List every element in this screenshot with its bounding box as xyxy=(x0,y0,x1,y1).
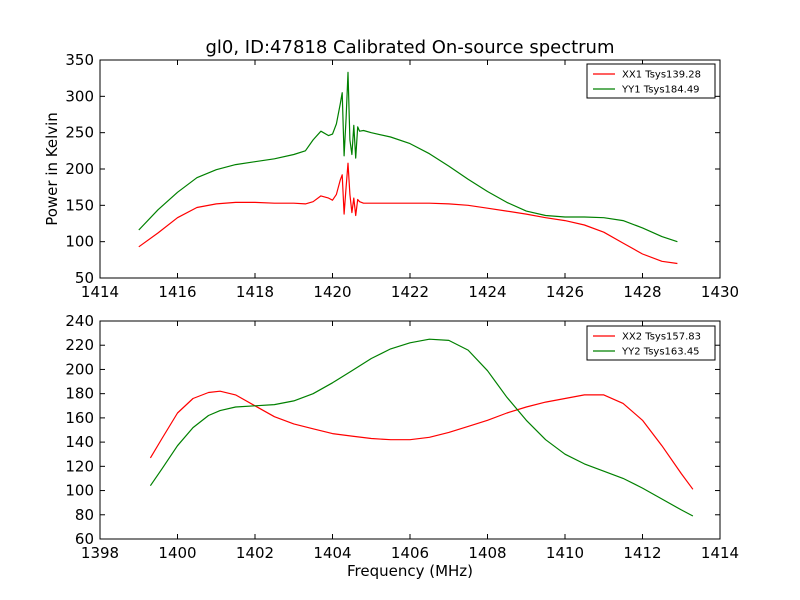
series-line-yy1 xyxy=(138,71,678,243)
series-line-xx2 xyxy=(149,390,694,490)
y-tick-label: 240 xyxy=(65,312,94,330)
x-tick-label: 1414 xyxy=(701,544,739,562)
x-tick-label: 1402 xyxy=(236,544,274,562)
y-tick-label: 100 xyxy=(65,233,94,251)
x-tick-label: 1418 xyxy=(236,283,274,301)
y-tick-label: 120 xyxy=(65,457,94,475)
y-tick-label: 140 xyxy=(65,433,94,451)
y-tick-label: 50 xyxy=(75,269,94,287)
top-panel: 1414 1416 1418 1420 1422 1424 1426 1428 1430 50 10… xyxy=(65,51,739,301)
x-tick-label: 1424 xyxy=(468,283,506,301)
x-tick-label: 1420 xyxy=(313,283,351,301)
x-tick-label: 1412 xyxy=(623,544,661,562)
x-tick-label: 1406 xyxy=(391,544,429,562)
x-tick-label: 1400 xyxy=(158,544,196,562)
series-line-xx1 xyxy=(138,162,678,265)
x-tick-label: 1430 xyxy=(701,283,739,301)
y-tick-label: 300 xyxy=(65,87,94,105)
legend-entry: XX2 Tsys157.83 xyxy=(622,332,701,343)
x-tick-label: 1426 xyxy=(546,283,584,301)
legend: XX2 Tsys157.83 YY2 Tsys163.45 xyxy=(586,325,716,361)
x-tick-label: 1416 xyxy=(158,283,196,301)
legend-box xyxy=(586,63,716,99)
y-tick-label: 160 xyxy=(65,409,94,427)
series-line-yy2 xyxy=(149,338,694,517)
bottom-panel: 1398 1400 1402 1404 1406 1408 1410 1412 1414 60 80… xyxy=(65,312,739,562)
x-tick-label: 1410 xyxy=(546,544,584,562)
legend-box xyxy=(586,325,716,361)
y-tick-label: 180 xyxy=(65,385,94,403)
x-tick-label: 1408 xyxy=(468,544,506,562)
y-tick-label: 100 xyxy=(65,482,94,500)
figure-title: gl0, ID:47818 Calibrated On-source spect… xyxy=(205,37,614,58)
y-tick-label: 150 xyxy=(65,196,94,214)
y-tick-label: 250 xyxy=(65,124,94,142)
x-tick-label: 1414 xyxy=(81,283,119,301)
y-tick-label: 220 xyxy=(65,336,94,354)
legend-entry: YY1 Tsys184.49 xyxy=(621,85,700,96)
x-axis-label: Frequency (MHz) xyxy=(347,562,473,580)
x-tick-label: 1428 xyxy=(623,283,661,301)
legend: XX1 Tsys139.28 YY1 Tsys184.49 xyxy=(586,63,716,99)
y-tick-label: 200 xyxy=(65,160,94,178)
x-tick-label: 1398 xyxy=(81,544,119,562)
legend-entry: YY2 Tsys163.45 xyxy=(621,347,700,358)
legend-entry: XX1 Tsys139.28 xyxy=(622,70,701,81)
y-axis-label: Power in Kelvin xyxy=(43,112,61,226)
y-tick-label: 60 xyxy=(75,530,94,548)
y-tick-label: 350 xyxy=(65,51,94,69)
y-tick-label: 200 xyxy=(65,360,94,378)
y-tick-label: 80 xyxy=(75,506,94,524)
x-tick-label: 1404 xyxy=(313,544,351,562)
x-tick-label: 1422 xyxy=(391,283,429,301)
